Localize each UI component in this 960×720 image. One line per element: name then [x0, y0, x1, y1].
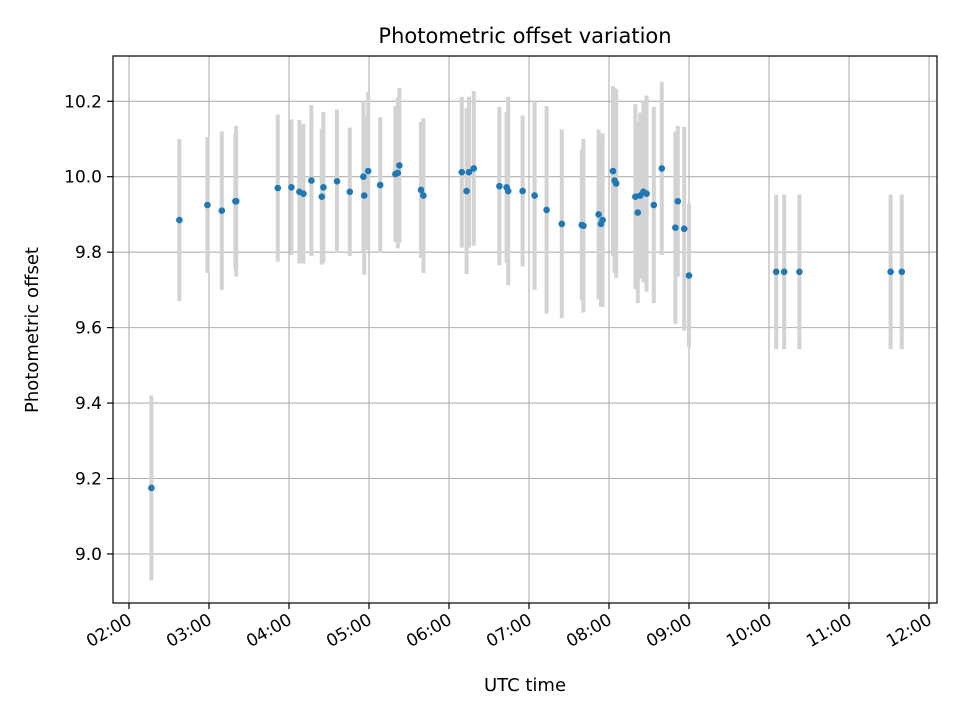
y-tick-label: 9.2 — [75, 470, 102, 490]
data-point — [612, 180, 620, 187]
x-tick-label: 06:00 — [403, 610, 455, 652]
y-tick-label: 10.2 — [64, 92, 102, 112]
data-point — [685, 272, 693, 279]
data-point — [333, 177, 341, 185]
data-point — [463, 187, 470, 195]
x-tick-label: 03:00 — [163, 610, 215, 652]
x-tick-label: 12:00 — [883, 610, 935, 652]
data-point — [634, 209, 642, 216]
data-point — [796, 268, 803, 276]
data-point — [772, 268, 780, 276]
data-point — [898, 268, 906, 276]
data-point — [274, 184, 282, 192]
data-point — [364, 167, 372, 175]
data-point — [308, 177, 315, 184]
x-axis-ticks: 02:00 03:00 04:00 05:00 06:00 07:00 08:00 09:00… — [83, 603, 936, 652]
data-point — [580, 222, 587, 230]
data-point — [504, 187, 512, 195]
data-point — [674, 197, 682, 205]
x-tick-label: 11:00 — [803, 610, 855, 652]
data-point — [470, 165, 478, 172]
plot-area-frame — [112, 55, 938, 604]
y-axis-ticks: 9.0 9.2 9.4 9.6 9.8 10.0 10.2 — [64, 92, 113, 565]
data-point — [650, 201, 658, 209]
data-point — [300, 190, 307, 197]
data-point — [320, 183, 327, 191]
data-point — [417, 186, 425, 194]
grid — [113, 56, 937, 603]
data-point — [218, 207, 226, 214]
data-point — [672, 224, 679, 231]
y-tick-label: 9.6 — [75, 319, 102, 339]
data-point — [346, 188, 354, 196]
data-point — [496, 182, 503, 190]
data-point — [643, 190, 650, 197]
x-tick-label: 09:00 — [643, 610, 695, 652]
data-point — [658, 165, 666, 172]
data-point — [595, 211, 602, 218]
y-tick-label: 9.8 — [75, 243, 102, 263]
x-tick-label: 02:00 — [83, 610, 135, 652]
y-tick-label: 9.4 — [75, 394, 102, 414]
y-tick-label: 9.0 — [75, 545, 102, 565]
data-point — [465, 168, 473, 176]
data-point — [680, 225, 688, 233]
data-point — [519, 187, 526, 195]
data-point — [394, 169, 402, 177]
x-tick-label: 04:00 — [243, 610, 295, 652]
y-tick-label: 10.0 — [64, 168, 102, 188]
data-point — [376, 181, 384, 189]
y-axis-label: Photometric offset — [22, 247, 43, 413]
x-tick-label: 05:00 — [323, 610, 375, 652]
data-point — [232, 197, 240, 205]
data-point — [420, 192, 427, 199]
data-point — [396, 162, 403, 169]
x-tick-label: 10:00 — [723, 610, 775, 652]
data-point — [360, 192, 368, 199]
chart-title: Photometric offset variation — [378, 24, 671, 48]
data-point — [543, 206, 550, 214]
data-point — [288, 183, 295, 191]
data-point — [887, 268, 894, 276]
data-point — [458, 168, 466, 176]
data-point — [176, 216, 183, 224]
data-point — [360, 173, 367, 181]
x-tick-label: 07:00 — [483, 610, 535, 652]
data-points — [148, 162, 906, 492]
data-point — [204, 201, 211, 209]
data-point — [531, 192, 538, 199]
data-point — [318, 193, 326, 201]
data-point — [599, 216, 606, 224]
x-axis-label: UTC time — [484, 675, 566, 696]
error-bars — [149, 81, 904, 581]
x-tick-label: 08:00 — [563, 610, 615, 652]
data-point — [148, 484, 155, 492]
data-point — [558, 220, 566, 228]
data-point — [780, 268, 788, 276]
data-point — [609, 167, 617, 175]
